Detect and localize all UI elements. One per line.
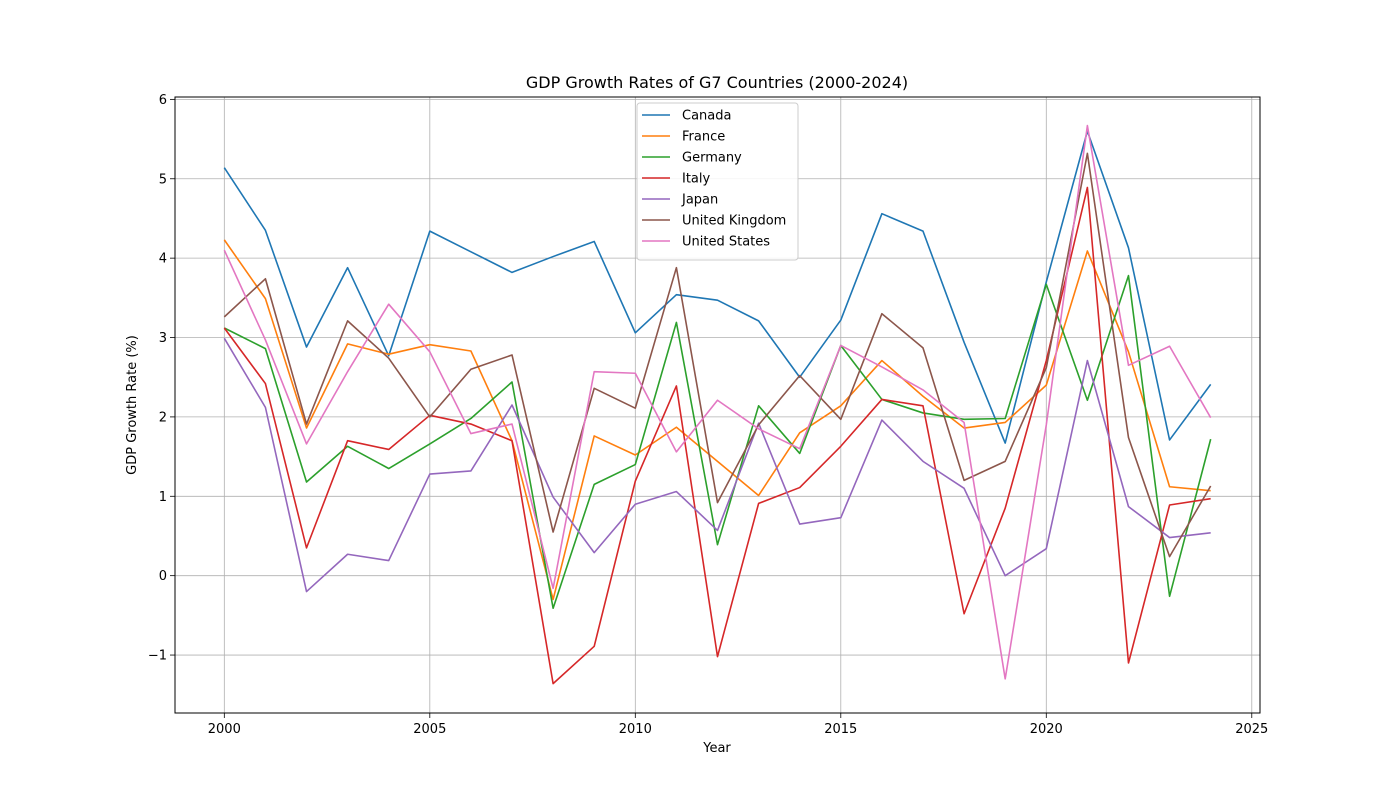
legend-box	[636, 102, 799, 261]
y-tick-label: 4	[159, 252, 167, 267]
x-tick-label: 2000	[208, 722, 241, 737]
legend-label-france: France	[682, 130, 725, 145]
legend-label-united-states: United States	[682, 235, 770, 250]
y-tick-label: 6	[159, 93, 167, 108]
series-line-france	[223, 239, 1211, 601]
series-line-japan	[223, 337, 1211, 593]
series-line-united-kingdom	[223, 152, 1212, 558]
legend-label-italy: Italy	[682, 172, 711, 187]
x-tick-label: 2015	[824, 722, 857, 737]
legend-label-japan: Japan	[681, 193, 718, 208]
series-line-canada	[223, 130, 1212, 444]
series-line-united-states	[223, 124, 1212, 680]
y-tick-label: −1	[148, 649, 167, 664]
plot-frame	[174, 96, 1261, 714]
y-axis-ticks: −1 0 1 2 3 4 5 6	[148, 93, 175, 664]
y-tick-label: 2	[159, 410, 167, 425]
legend: Canada France Germany Italy Japan United King…	[636, 102, 799, 261]
y-tick-label: 5	[159, 172, 167, 187]
legend-label-canada: Canada	[682, 109, 731, 124]
series-line-italy	[223, 186, 1211, 685]
x-axis-label: Year	[702, 741, 731, 756]
y-tick-label: 1	[159, 490, 167, 505]
x-tick-label: 2020	[1030, 722, 1063, 737]
legend-label-united-kingdom: United Kingdom	[682, 214, 786, 229]
chart-title: GDP Growth Rates of G7 Countries (2000-2…	[526, 73, 908, 92]
x-tick-label: 2005	[413, 722, 446, 737]
y-axis-label: GDP Growth Rate (%)	[125, 335, 140, 475]
grid-lines	[175, 97, 1260, 713]
series-lines	[223, 124, 1212, 685]
series-line-germany	[223, 274, 1212, 610]
y-tick-label: 0	[159, 569, 167, 584]
x-tick-label: 2010	[619, 722, 652, 737]
x-tick-label: 2025	[1235, 722, 1268, 737]
x-axis-ticks: 2000 2005 2010 2015 2020 2025	[208, 713, 1268, 737]
y-tick-label: 3	[159, 331, 167, 346]
legend-label-germany: Germany	[682, 151, 742, 166]
